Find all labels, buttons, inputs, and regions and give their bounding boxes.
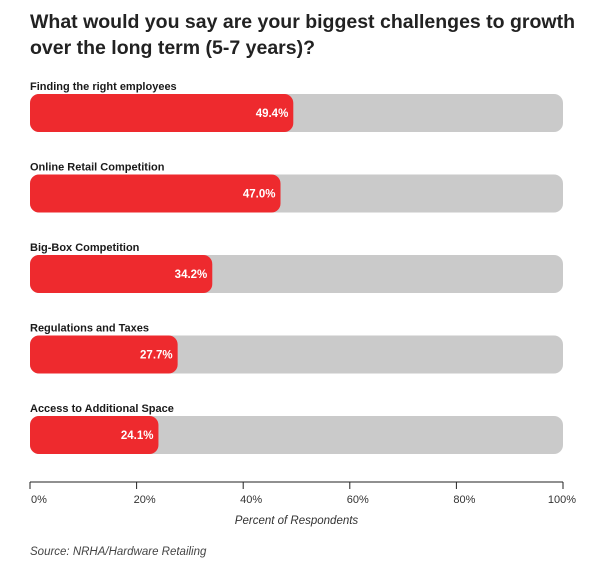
bar-value-label: 24.1% [121, 430, 154, 442]
category-label: Online Retail Competition [30, 162, 165, 174]
bar [30, 94, 294, 132]
bar-value-label: 49.4% [256, 108, 289, 120]
x-tick-label: 0% [31, 494, 47, 506]
source-note: Source: NRHA/Hardware Retailing [30, 546, 207, 558]
x-tick-label: 60% [347, 494, 369, 506]
category-label: Finding the right employees [30, 81, 177, 93]
bar [30, 416, 159, 454]
chart-title: What would you say are your biggest chal… [30, 11, 575, 59]
x-tick-label: 20% [134, 494, 156, 506]
bar [30, 255, 213, 293]
bar-value-label: 27.7% [140, 350, 173, 362]
bar-value-label: 34.2% [175, 269, 208, 281]
x-axis-label: Percent of Respondents [235, 515, 359, 527]
x-tick-label: 40% [240, 494, 262, 506]
category-label: Big-Box Competition [30, 242, 140, 254]
bar-track [30, 416, 563, 454]
category-label: Regulations and Taxes [30, 323, 149, 335]
category-label: Access to Additional Space [30, 403, 174, 415]
x-tick-label: 80% [453, 494, 475, 506]
bar [30, 335, 178, 374]
bar-value-label: 47.0% [243, 189, 276, 201]
x-tick-label: 100% [548, 494, 576, 506]
bar [30, 174, 281, 213]
